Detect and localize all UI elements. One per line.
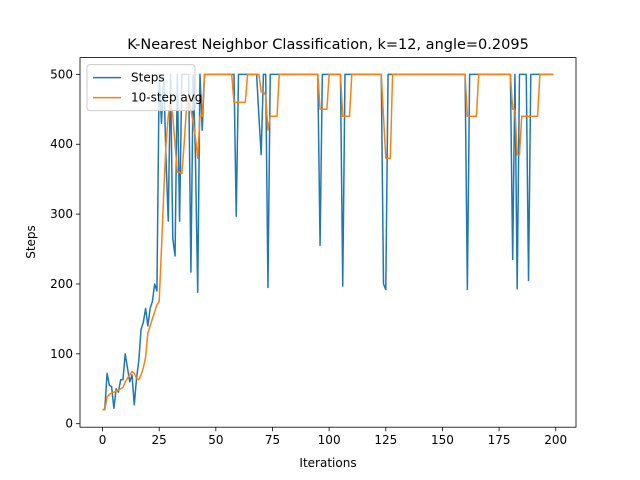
y-tick-label: 300 — [50, 207, 73, 221]
y-tick-label: 400 — [50, 137, 73, 151]
x-tick-label: 75 — [265, 433, 280, 447]
chart-title: K-Nearest Neighbor Classification, k=12,… — [127, 37, 529, 53]
legend-label: 10-step avg — [131, 91, 202, 105]
y-tick-label: 200 — [50, 277, 73, 291]
x-tick-label: 175 — [488, 433, 511, 447]
x-tick-label: 200 — [544, 433, 567, 447]
x-tick-label: 0 — [99, 433, 107, 447]
y-tick-label: 0 — [65, 417, 73, 431]
x-tick-label: 150 — [431, 433, 454, 447]
y-tick-label: 100 — [50, 347, 73, 361]
y-axis-label: Steps — [24, 225, 38, 259]
x-tick-label: 50 — [208, 433, 223, 447]
x-tick-label: 25 — [152, 433, 167, 447]
plot-frame — [79, 57, 577, 428]
y-tick-label: 500 — [50, 67, 73, 81]
legend-label: Steps — [131, 71, 165, 85]
x-tick-label: 100 — [318, 433, 341, 447]
x-tick-label: 125 — [374, 433, 397, 447]
x-axis-label: Iterations — [299, 456, 356, 470]
series-line — [102, 73, 554, 411]
legend-box — [86, 64, 196, 112]
